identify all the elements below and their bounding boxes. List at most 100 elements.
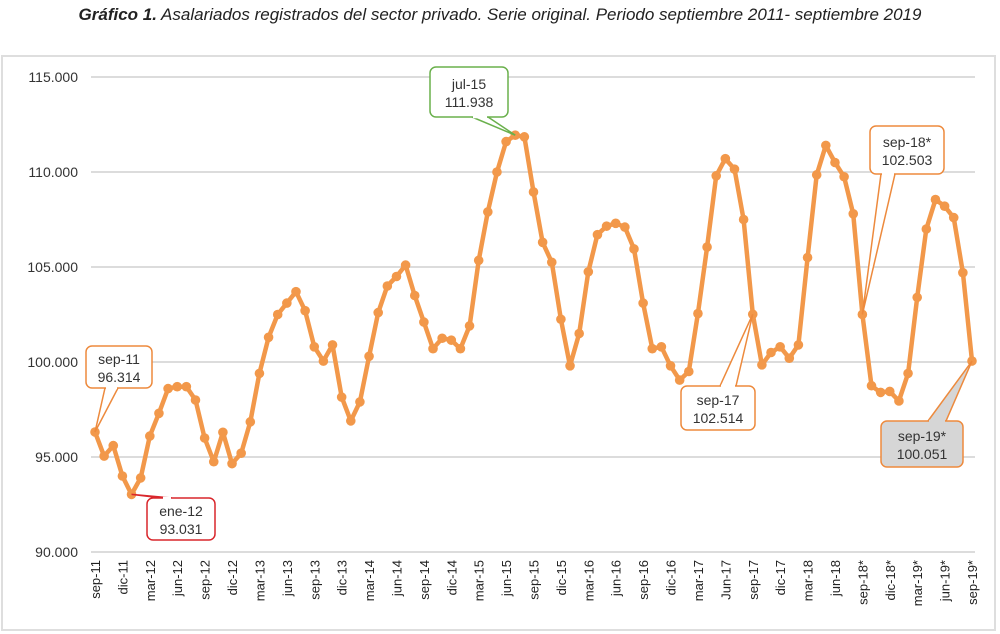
data-point <box>866 380 877 391</box>
data-point <box>775 342 785 352</box>
data-point <box>884 386 895 397</box>
x-tick-label: jun-18 <box>828 560 843 597</box>
annotation-box <box>429 66 509 118</box>
annotation-callout: jul-15 111.938 <box>429 66 516 136</box>
data-point <box>684 366 694 377</box>
annotations: sep-11 96.314 ene-12 93.031 jul-15 111.938 sep… <box>85 66 973 541</box>
x-tick-label: dic-13 <box>335 560 350 595</box>
annotation-label: jul-15 <box>451 76 486 92</box>
x-tick-label: jun-15 <box>499 560 514 597</box>
data-point <box>948 212 959 223</box>
data-point <box>483 207 493 217</box>
annotation-box <box>85 345 153 389</box>
annotation-pointer <box>718 313 754 387</box>
data-point <box>665 361 676 371</box>
annotation-value: 102.503 <box>882 152 933 168</box>
data-point <box>373 307 383 318</box>
annotation-box <box>680 385 756 431</box>
x-tick-label: mar-13 <box>252 560 267 601</box>
annotation-box <box>146 497 216 541</box>
chart-title-bold: Gráfico 1. <box>78 5 157 24</box>
y-tick-label: 90.000 <box>35 544 78 560</box>
x-tick-label: sep-17 <box>746 560 761 600</box>
data-point <box>263 332 274 343</box>
x-tick-label: sep-16 <box>636 560 651 600</box>
x-tick-label: jun-13 <box>280 560 295 597</box>
data-point <box>958 267 968 278</box>
x-tick-label: sep-14 <box>417 560 432 600</box>
annotation-pointer <box>471 116 516 136</box>
annotation-callout: sep-18* 102.503 <box>861 125 945 315</box>
data-point <box>400 260 411 270</box>
x-tick-label: dic-11 <box>115 560 130 594</box>
x-axis-ticks: sep-11 dic-11 mar-12 jun-12 sep-12 dic-12 mar-… <box>88 560 980 606</box>
x-tick-label: mar-19* <box>910 560 925 606</box>
data-point <box>501 136 511 147</box>
data-point <box>145 431 155 441</box>
annotation-pointer <box>926 360 973 422</box>
annotation-label: sep-11 <box>98 351 140 367</box>
x-tick-label: sep-11 <box>88 560 103 599</box>
data-point <box>419 317 429 327</box>
data-point <box>282 298 292 308</box>
data-point <box>939 201 950 211</box>
data-point <box>309 342 320 352</box>
data-point <box>565 361 575 371</box>
data-point <box>894 396 904 406</box>
y-tick-label: 105.000 <box>27 259 78 275</box>
annotation-callout: sep-11 96.314 <box>85 345 153 433</box>
annotation-label: sep-17 <box>697 392 740 408</box>
data-point <box>738 214 749 225</box>
data-point <box>300 305 310 316</box>
data-point <box>154 408 164 419</box>
chart-frame <box>1 55 996 631</box>
data-point <box>172 381 183 392</box>
data-point <box>629 244 639 254</box>
x-tick-label: dic-17 <box>773 560 788 595</box>
data-point <box>693 308 703 319</box>
annotation-value: 111.938 <box>445 94 494 110</box>
data-point <box>656 342 667 352</box>
data-point <box>428 343 438 354</box>
annotation-value: 102.514 <box>693 410 744 426</box>
y-tick-label: 100.000 <box>27 354 78 370</box>
x-tick-label: dic-15 <box>554 560 569 595</box>
data-point <box>830 157 840 168</box>
data-point <box>391 271 402 282</box>
data-point <box>446 335 457 345</box>
data-point <box>583 266 594 277</box>
data-point <box>647 343 658 354</box>
data-point <box>227 458 237 469</box>
x-tick-label: dic-16 <box>664 560 679 595</box>
x-tick-label: mar-15 <box>472 560 487 601</box>
data-point <box>382 281 393 291</box>
data-point <box>930 194 941 205</box>
data-point <box>473 255 484 266</box>
x-tick-label: dic-18* <box>883 560 898 600</box>
annotation-value: 100.051 <box>897 446 948 462</box>
x-tick-label: mar-14 <box>362 560 377 601</box>
data-point <box>592 229 603 240</box>
data-point <box>784 353 795 364</box>
x-tick-label: jun-16 <box>609 560 624 597</box>
data-point <box>117 471 128 481</box>
annotation-box <box>869 125 945 175</box>
annotation-callout: sep-19* 100.051 <box>880 360 973 468</box>
x-tick-label: jun-14 <box>389 560 404 597</box>
x-tick-label: sep-15 <box>527 560 542 600</box>
data-point <box>318 356 329 366</box>
data-point <box>108 440 119 451</box>
data-point <box>811 170 822 180</box>
data-point <box>537 237 548 248</box>
data-point <box>766 347 776 358</box>
data-point <box>345 416 356 426</box>
x-tick-label: sep-12 <box>198 560 213 600</box>
annotation-label: ene-12 <box>159 503 203 519</box>
data-point <box>364 351 374 362</box>
data-point <box>921 224 932 234</box>
x-tick-label: mar-16 <box>581 560 596 601</box>
data-point <box>245 417 256 427</box>
annotation-label: sep-19* <box>898 428 947 444</box>
data-point <box>720 153 731 164</box>
